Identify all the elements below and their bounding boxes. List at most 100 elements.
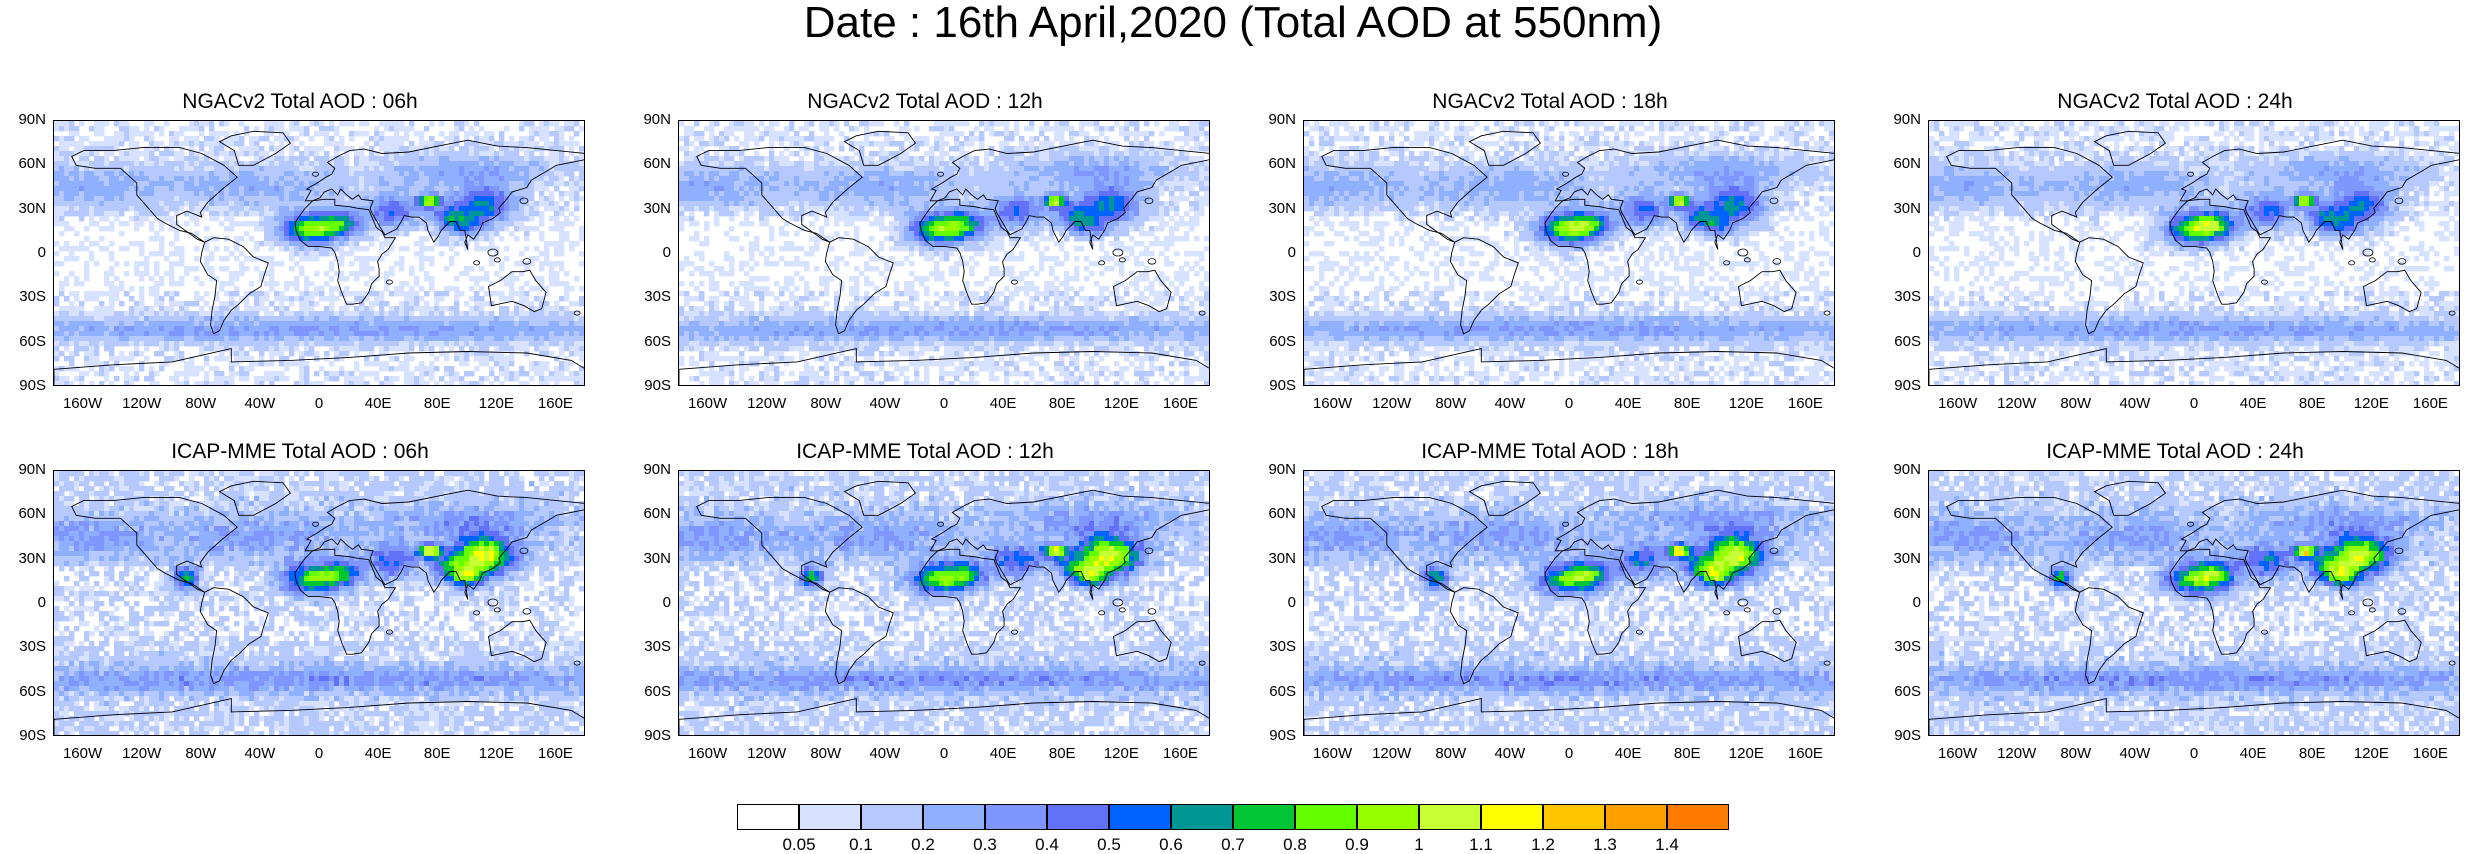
aod-map-svg (1929, 471, 2459, 735)
coastlines (54, 130, 584, 385)
lon-tick-label: 160W (678, 396, 738, 412)
lat-tick-label: 60N (6, 506, 46, 522)
lat-tick-label: 90N (1256, 462, 1296, 478)
lat-tick-label: 90N (631, 462, 671, 478)
lon-tick-label: 160E (525, 746, 585, 762)
lat-tick-label: 90S (1256, 378, 1296, 394)
lon-tick-label: 160E (525, 396, 585, 412)
lon-tick-label: 40W (2105, 396, 2165, 412)
lon-tick-label: 40W (855, 746, 915, 762)
lon-tick-label: 160E (1150, 396, 1210, 412)
map-panel: NGACv2 Total AOD : 18h 90N 60N 30N 0 30S 60S 90… (1250, 90, 1850, 420)
colorbar-swatch (1047, 804, 1109, 830)
lon-tick-label: 80E (2282, 396, 2342, 412)
lat-tick-label: 90S (6, 378, 46, 394)
colorbar-swatch (1171, 804, 1233, 830)
colorbar-swatch (985, 804, 1047, 830)
colorbar-label: 0.4 (1022, 836, 1072, 854)
aod-map-svg (679, 121, 1209, 385)
lat-tick-label: 60N (631, 156, 671, 172)
aod-map-svg (54, 121, 584, 385)
world-map (678, 120, 1210, 386)
lon-tick-label: 80E (1032, 396, 1092, 412)
lat-tick-label: 0 (1881, 245, 1921, 261)
coastlines (1304, 480, 1834, 735)
map-panel: ICAP-MME Total AOD : 12h 90N 60N 30N 0 30S 60S… (625, 440, 1225, 770)
lon-tick-label: 40E (2223, 746, 2283, 762)
lat-tick-label: 90S (631, 728, 671, 744)
lon-tick-label: 120E (2341, 746, 2401, 762)
lon-tick-label: 120E (466, 396, 526, 412)
aod-field (679, 471, 1209, 735)
coastlines (1304, 130, 1834, 385)
colorbar-swatch (737, 804, 799, 830)
lon-tick-label: 80W (796, 746, 856, 762)
colorbar-label: 0.1 (836, 836, 886, 854)
aod-map-svg (1929, 121, 2459, 385)
lon-tick-label: 160W (53, 396, 113, 412)
map-panel: ICAP-MME Total AOD : 18h 90N 60N 30N 0 30S 60S… (1250, 440, 1850, 770)
colorbar-swatch (799, 804, 861, 830)
coastlines (1929, 130, 2459, 385)
lat-tick-label: 90S (1881, 728, 1921, 744)
lat-tick-label: 90N (1881, 112, 1921, 128)
lon-tick-label: 120E (2341, 396, 2401, 412)
colorbar-label: 0.5 (1084, 836, 1134, 854)
lon-tick-label: 120W (1987, 396, 2047, 412)
lat-tick-label: 30N (631, 550, 671, 567)
lat-tick-label: 60N (6, 156, 46, 172)
panel-title: NGACv2 Total AOD : 24h (1875, 90, 2466, 114)
lon-tick-label: 160W (1928, 396, 1988, 412)
aod-map-svg (1304, 121, 1834, 385)
colorbar-swatch (1481, 804, 1543, 830)
colorbar-label: 0.7 (1208, 836, 1258, 854)
lon-tick-label: 40E (973, 396, 1033, 412)
aod-field (54, 471, 584, 735)
lon-tick-label: 160E (1775, 746, 1835, 762)
aod-field (1929, 471, 2459, 735)
world-map (53, 120, 585, 386)
lon-tick-label: 120E (1716, 746, 1776, 762)
lon-tick-label: 40E (348, 396, 408, 412)
lat-tick-label: 90S (631, 378, 671, 394)
lon-tick-label: 0 (2164, 746, 2224, 762)
lat-tick-label: 30S (631, 289, 671, 305)
world-map (1303, 120, 1835, 386)
lat-tick-label: 0 (1256, 245, 1296, 261)
lat-tick-label: 60S (1881, 683, 1921, 700)
colorbar-swatch (1543, 804, 1605, 830)
lat-tick-label: 30N (1256, 550, 1296, 567)
colorbar-swatch (1667, 804, 1729, 830)
lat-tick-label: 30S (1881, 289, 1921, 305)
lat-tick-label: 60N (1256, 156, 1296, 172)
lon-tick-label: 40W (230, 746, 290, 762)
lat-tick-label: 30S (631, 639, 671, 655)
lon-tick-label: 40E (973, 746, 1033, 762)
map-panel: NGACv2 Total AOD : 12h 90N 60N 30N 0 30S 60S 90… (625, 90, 1225, 420)
lat-tick-label: 90N (1881, 462, 1921, 478)
panel-title: NGACv2 Total AOD : 18h (1250, 90, 1850, 114)
colorbar-label: 1.4 (1642, 836, 1692, 854)
panel-title: ICAP-MME Total AOD : 12h (625, 440, 1225, 464)
lon-tick-label: 0 (914, 396, 974, 412)
lat-tick-label: 90S (1881, 378, 1921, 394)
lon-tick-label: 120W (1362, 396, 1422, 412)
lon-tick-label: 80E (1032, 746, 1092, 762)
lat-tick-label: 30S (6, 639, 46, 655)
colorbar-label: 1.2 (1518, 836, 1568, 854)
lon-tick-label: 160W (1303, 746, 1363, 762)
lon-tick-label: 40W (855, 396, 915, 412)
colorbar-swatch (1109, 804, 1171, 830)
coastlines (1929, 480, 2459, 735)
lon-tick-label: 120E (1091, 396, 1151, 412)
colorbar-label: 1.1 (1456, 836, 1506, 854)
lat-tick-label: 30N (1256, 200, 1296, 217)
lat-tick-label: 30N (1881, 550, 1921, 567)
aod-map-svg (679, 471, 1209, 735)
aod-field (54, 121, 584, 385)
lat-tick-label: 0 (1256, 595, 1296, 611)
lon-tick-label: 80W (1421, 746, 1481, 762)
lon-tick-label: 160E (2400, 396, 2460, 412)
aod-field (1304, 121, 1834, 385)
lat-tick-label: 0 (6, 245, 46, 261)
